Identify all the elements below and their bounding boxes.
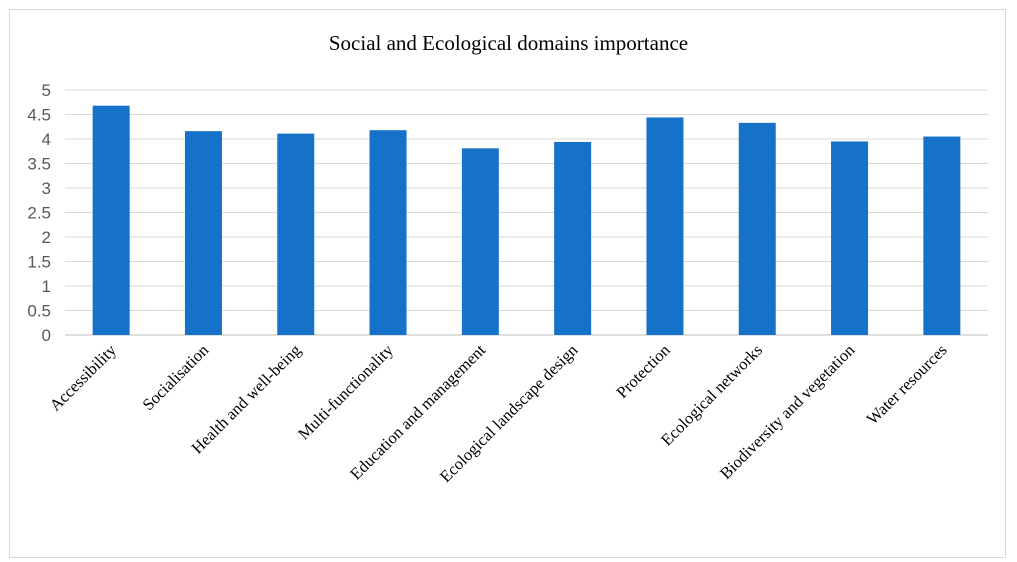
y-tick-label: 0.5 <box>27 302 51 321</box>
y-tick-label: 2 <box>42 228 51 247</box>
bar <box>92 105 130 336</box>
y-tick-label: 1.5 <box>27 253 51 272</box>
x-tick-label: Water resources <box>863 340 951 428</box>
x-tick-label: Protection <box>612 340 673 401</box>
bar <box>831 141 869 335</box>
y-tick-label: 3.5 <box>27 155 51 174</box>
bar <box>923 136 961 335</box>
y-tick-label: 2.5 <box>27 204 51 223</box>
x-tick-label: Ecological networks <box>657 340 766 449</box>
bar <box>554 141 592 335</box>
chart-title: Social and Ecological domains importance <box>328 31 689 55</box>
x-tick-label: Multi-functionality <box>294 340 397 443</box>
bar <box>646 117 684 335</box>
x-tick-label: Accessibility <box>46 340 121 415</box>
y-tick-label: 4 <box>42 130 51 149</box>
bar <box>277 133 315 335</box>
y-tick-label: 3 <box>42 179 51 198</box>
bar <box>461 148 499 335</box>
bar <box>738 122 776 335</box>
y-tick-label: 0 <box>42 326 51 345</box>
y-tick-label: 1 <box>42 277 51 296</box>
y-tick-label: 5 <box>42 81 51 100</box>
bar <box>369 130 407 335</box>
bar <box>184 131 222 335</box>
x-tick-label: Socialisation <box>139 340 213 414</box>
y-tick-label: 4.5 <box>27 106 51 125</box>
